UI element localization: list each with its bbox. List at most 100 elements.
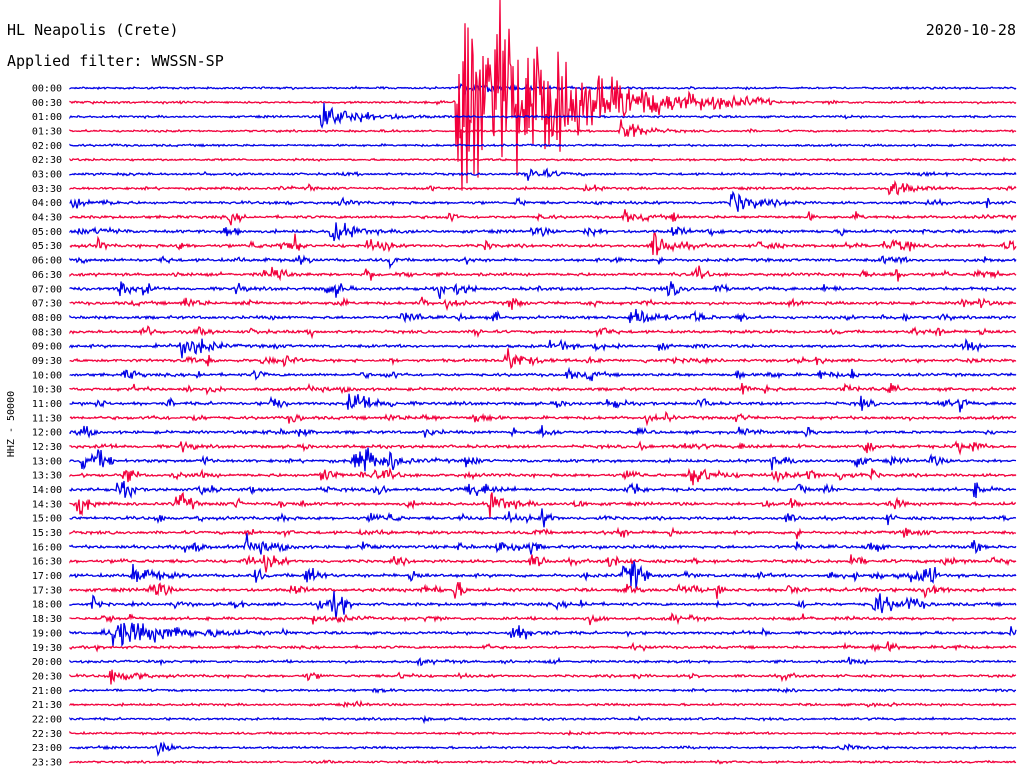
trace-line (69, 156, 1017, 163)
trace-line (69, 382, 1017, 396)
trace-line (69, 699, 1017, 709)
trace-line (69, 393, 1017, 413)
trace-line (69, 686, 1017, 694)
date-label: 2020-10-28 (926, 21, 1016, 39)
time-label-group: 00:00 00:30 01:00 01:30 02:00 02:30 03:00 03:30… (32, 84, 62, 769)
time-label: 13:30 (32, 471, 62, 482)
time-label: 17:30 (32, 585, 62, 596)
trace-line (69, 560, 1017, 589)
time-label: 19:30 (32, 643, 62, 654)
trace-group (69, 0, 1017, 765)
trace-line (69, 440, 1017, 456)
trace-line (69, 656, 1017, 667)
y-axis-label: HHZ - 50000 (6, 391, 17, 457)
trace-line (69, 759, 1017, 765)
trace-line (69, 209, 1017, 226)
time-label: 11:00 (32, 399, 62, 410)
time-label: 06:30 (32, 270, 62, 281)
time-label: 14:00 (32, 485, 62, 496)
time-label: 01:00 (32, 112, 62, 123)
time-label: 10:00 (32, 370, 62, 381)
trace-line (69, 612, 1017, 626)
time-label: 07:00 (32, 284, 62, 295)
trace-line (69, 83, 1017, 96)
time-label: 03:30 (32, 184, 62, 195)
trace-line (69, 447, 1017, 472)
time-label: 20:30 (32, 671, 62, 682)
time-label: 15:30 (32, 528, 62, 539)
time-label: 13:00 (32, 456, 62, 467)
time-label: 07:30 (32, 299, 62, 310)
time-label: 16:00 (32, 542, 62, 553)
trace-line (69, 308, 1016, 324)
time-label: 06:00 (32, 256, 62, 267)
filter-label: Applied filter: WWSSN-SP (7, 52, 224, 70)
time-label: 22:30 (32, 729, 62, 740)
trace-line (69, 232, 1017, 256)
time-label: 01:30 (32, 127, 62, 138)
time-label: 02:00 (32, 141, 62, 152)
trace-line (69, 222, 1017, 242)
time-label: 05:00 (32, 227, 62, 238)
trace-line (69, 142, 1016, 148)
trace-line (69, 167, 1017, 181)
time-label: 05:30 (32, 241, 62, 252)
station-title: HL Neapolis (Crete) (7, 21, 179, 39)
trace-line (69, 533, 1017, 555)
trace-line (69, 190, 1016, 212)
time-label: 12:30 (32, 442, 62, 453)
trace-line (69, 179, 1017, 196)
time-label: 19:00 (32, 628, 62, 639)
time-label: 03:00 (32, 170, 62, 181)
trace-line (69, 281, 1017, 300)
time-label: 04:30 (32, 213, 62, 224)
time-label: 08:30 (32, 327, 62, 338)
trace-line (69, 582, 1017, 599)
time-label: 18:30 (32, 614, 62, 625)
trace-line (69, 491, 1016, 519)
time-label: 18:00 (32, 600, 62, 611)
trace-line (69, 741, 1017, 757)
trace-line (69, 366, 1017, 382)
trace-line (69, 508, 1017, 528)
time-label: 21:30 (32, 700, 62, 711)
time-label: 10:30 (32, 385, 62, 396)
time-label: 02:30 (32, 155, 62, 166)
time-label: 04:00 (32, 198, 62, 209)
trace-line (69, 0, 1017, 191)
trace-line (69, 526, 1017, 540)
time-label: 08:00 (32, 313, 62, 324)
time-label: 21:00 (32, 686, 62, 697)
trace-line (69, 296, 1017, 312)
trace-line (69, 590, 1017, 620)
time-label: 22:00 (32, 714, 62, 725)
trace-line (69, 102, 1017, 129)
trace-line (69, 480, 1017, 499)
trace-line (69, 325, 1017, 340)
time-label: 17:00 (32, 571, 62, 582)
time-label: 09:00 (32, 342, 62, 353)
trace-line (69, 254, 1017, 270)
trace-line (69, 119, 1017, 137)
trace-line (69, 641, 1017, 653)
trace-line (69, 265, 1017, 282)
time-label: 15:00 (32, 514, 62, 525)
time-label: 09:30 (32, 356, 62, 367)
trace-line (69, 714, 1016, 725)
trace-line (69, 348, 1017, 370)
time-label: 14:30 (32, 499, 62, 510)
trace-line (69, 410, 1017, 427)
trace-line (69, 466, 1017, 486)
time-label: 12:00 (32, 428, 62, 439)
trace-line (69, 729, 1017, 737)
time-label: 00:30 (32, 98, 62, 109)
trace-line (69, 554, 1017, 573)
trace-line (69, 622, 1017, 648)
time-label: 20:00 (32, 657, 62, 668)
time-label: 11:30 (32, 413, 62, 424)
time-label: 00:00 (32, 84, 62, 95)
time-label: 23:00 (32, 743, 62, 754)
trace-line (69, 338, 1017, 359)
time-label: 23:30 (32, 757, 62, 768)
